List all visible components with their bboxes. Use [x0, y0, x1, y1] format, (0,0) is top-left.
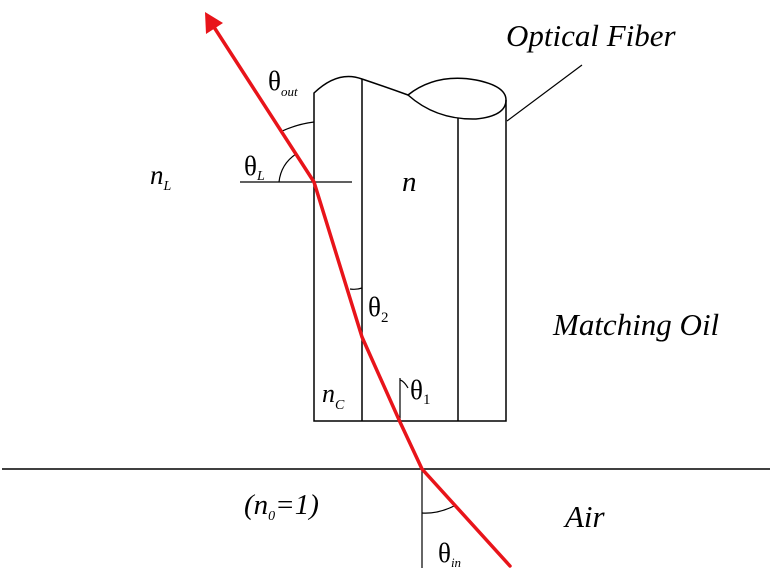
- fiber-title: Optical Fiber: [506, 18, 677, 53]
- nC-label: nC: [322, 379, 345, 413]
- light-ray: [210, 22, 512, 568]
- air-label: Air: [563, 499, 606, 534]
- theta-1-label: θ1: [410, 375, 430, 408]
- nL-label: nL: [150, 160, 172, 194]
- matching-oil-label: Matching Oil: [552, 307, 719, 342]
- fiber-outline: [313, 75, 507, 422]
- ray-arrowhead: [205, 12, 223, 34]
- theta-2-label: θ2: [368, 292, 388, 326]
- angle-arc-theta-out: [279, 121, 315, 133]
- angle-arc-theta-L: [278, 153, 297, 183]
- theta-L-label: θL: [244, 151, 265, 184]
- theta-in-label: θin: [438, 538, 461, 570]
- angle-arc-theta-in: [421, 505, 455, 514]
- theta-out-label: θout: [268, 66, 298, 99]
- air-index-label: (n0=1): [244, 489, 319, 524]
- core-index-label: n: [402, 166, 417, 198]
- angle-arc-theta-1: [399, 379, 409, 389]
- fiber-end-face: [407, 94, 507, 120]
- angle-arc-theta-2: [349, 287, 363, 290]
- fiber-pointer-line: [506, 64, 583, 122]
